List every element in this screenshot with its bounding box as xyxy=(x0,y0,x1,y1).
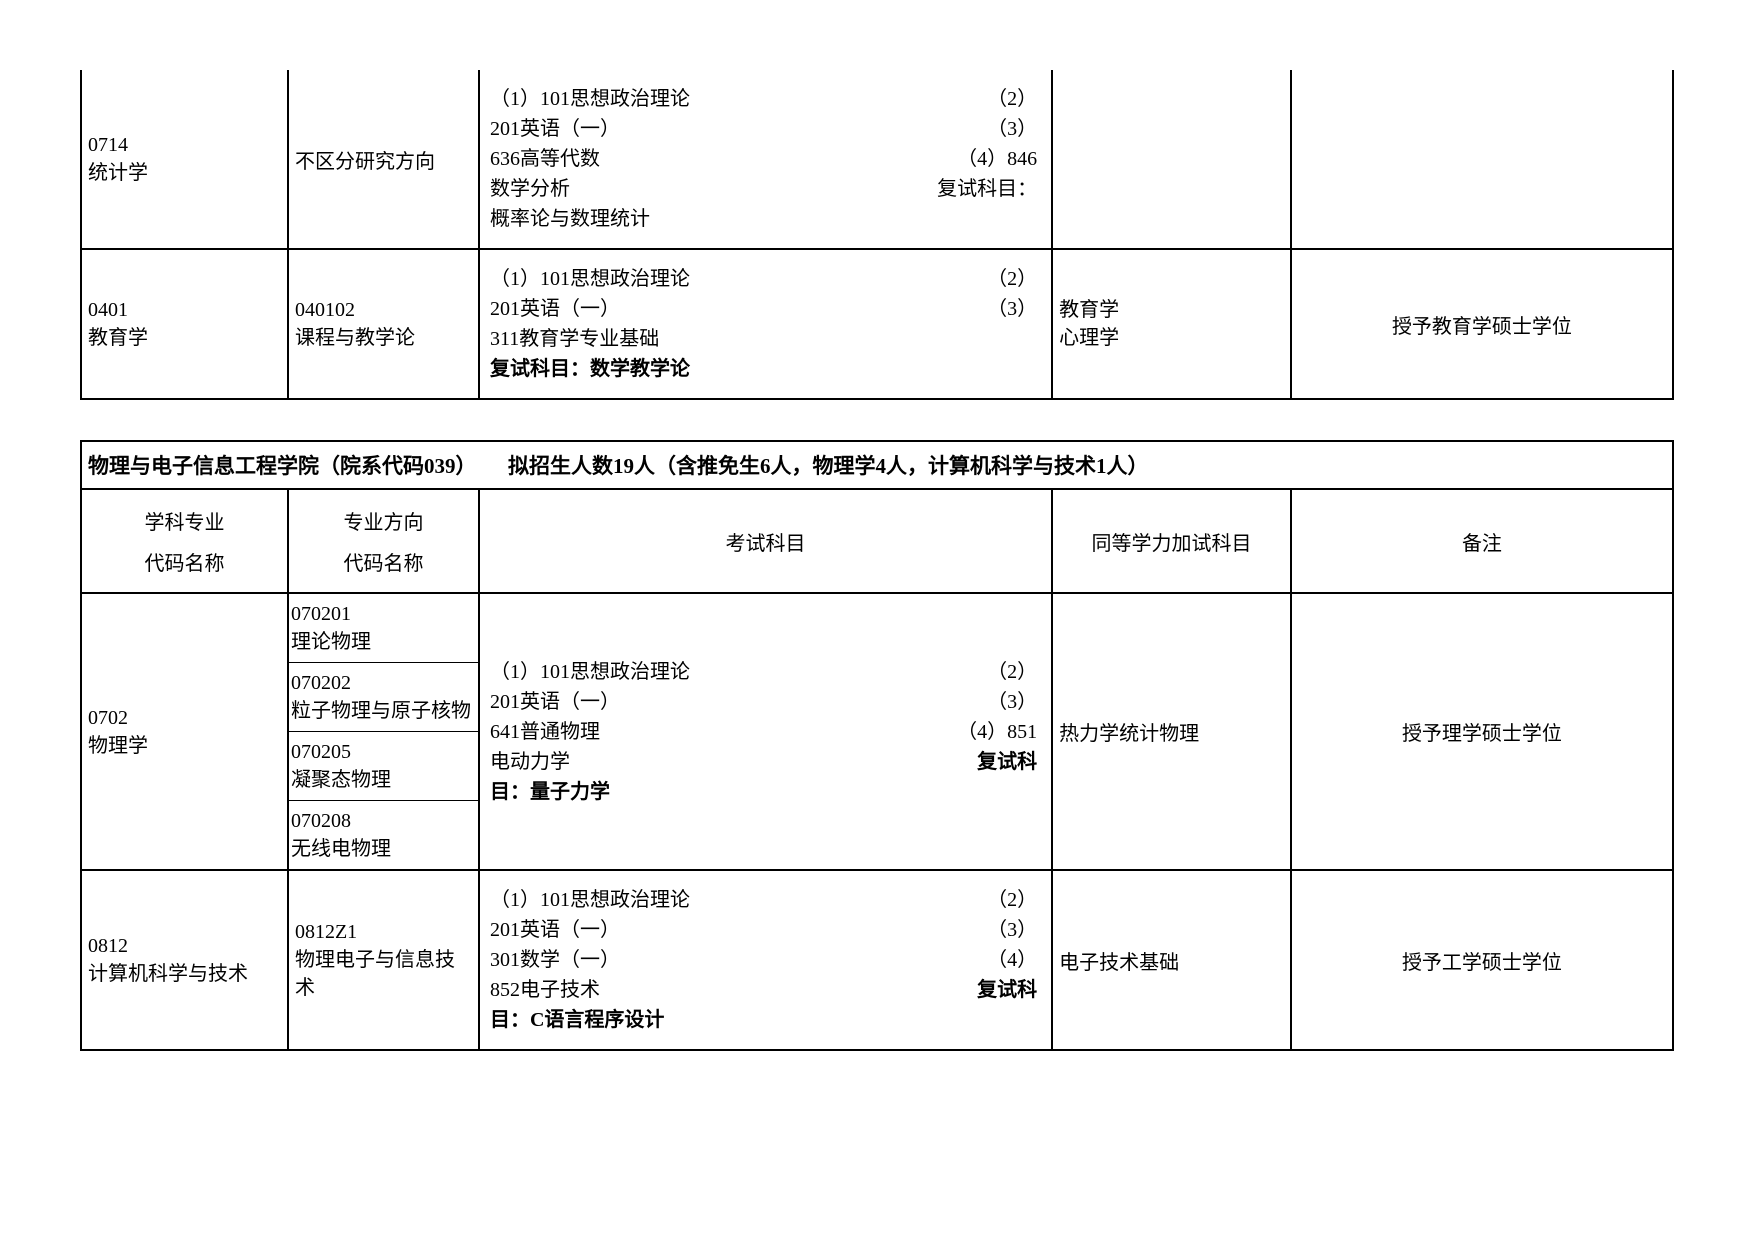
col-header-direction-bottom: 代码名称 xyxy=(295,541,472,582)
col-header-subject-bottom: 代码名称 xyxy=(88,541,281,582)
direction-item: 070208 无线电物理 xyxy=(289,801,478,869)
col-header-direction: 专业方向 代码名称 xyxy=(288,489,479,593)
equivalent-subjects: 电子技术基础 xyxy=(1052,870,1291,1050)
school-header: 物理与电子信息工程学院（院系代码039） 拟招生人数19人（含推免生6人，物理学… xyxy=(81,441,1673,489)
direction-item: 070202 粒子物理与原子核物 xyxy=(289,663,478,732)
col-header-exam: 考试科目 xyxy=(479,489,1052,593)
exam-right: （2）（3）（4）851复试科 xyxy=(957,657,1041,777)
school-header-row: 物理与电子信息工程学院（院系代码039） 拟招生人数19人（含推免生6人，物理学… xyxy=(81,441,1673,489)
direction-item: 070201 理论物理 xyxy=(289,594,478,663)
exam-subjects: （1）101思想政治理论201英语（一）301数学（一）852电子技术目：C语言… xyxy=(479,870,1052,1050)
exam-left: （1）101思想政治理论201英语（一）311教育学专业基础复试科目：数学教学论 xyxy=(490,264,690,384)
column-header-row: 学科专业 代码名称 专业方向 代码名称 考试科目 同等学力加试科目 备注 xyxy=(81,489,1673,593)
exam-left: （1）101思想政治理论201英语（一）641普通物理电动力学目：量子力学 xyxy=(490,657,690,807)
remark: 授予理学硕士学位 xyxy=(1291,593,1673,870)
col-header-equiv: 同等学力加试科目 xyxy=(1052,489,1291,593)
exam-left: （1）101思想政治理论 201英语（一） 636高等代数 数学分析 概率论与数… xyxy=(490,84,690,234)
direction: 不区分研究方向 xyxy=(288,70,479,249)
subject-code: 0812 计算机科学与技术 xyxy=(81,870,288,1050)
table-row: 0812 计算机科学与技术 0812Z1 物理电子与信息技术 （1）101思想政… xyxy=(81,870,1673,1050)
direction: 0812Z1 物理电子与信息技术 xyxy=(288,870,479,1050)
remark xyxy=(1291,70,1673,249)
direction: 040102 课程与教学论 xyxy=(288,249,479,399)
exam-subjects: （1）101思想政治理论201英语（一）641普通物理电动力学目：量子力学 （2… xyxy=(479,593,1052,870)
subject-code: 0702 物理学 xyxy=(81,593,288,870)
equivalent-subjects xyxy=(1052,70,1291,249)
remark: 授予工学硕士学位 xyxy=(1291,870,1673,1050)
exam-right: （2） （3） （4）846 复试科目： xyxy=(937,84,1041,204)
direction-item: 070205 凝聚态物理 xyxy=(289,732,478,801)
col-header-remark: 备注 xyxy=(1291,489,1673,593)
direction-list: 070201 理论物理 070202 粒子物理与原子核物 070205 凝聚态物… xyxy=(288,593,479,870)
col-header-direction-top: 专业方向 xyxy=(295,500,472,541)
table-top: 0714 统计学 不区分研究方向 （1）101思想政治理论 201英语（一） 6… xyxy=(80,70,1674,400)
remark: 授予教育学硕士学位 xyxy=(1291,249,1673,399)
table-physics-school: 物理与电子信息工程学院（院系代码039） 拟招生人数19人（含推免生6人，物理学… xyxy=(80,440,1674,1051)
table-row: 0714 统计学 不区分研究方向 （1）101思想政治理论 201英语（一） 6… xyxy=(81,70,1673,249)
exam-right: （2）（3）（4）复试科 xyxy=(977,885,1041,1005)
subject-code: 0401 教育学 xyxy=(81,249,288,399)
equivalent-subjects: 热力学统计物理 xyxy=(1052,593,1291,870)
subject-code: 0714 统计学 xyxy=(81,70,288,249)
exam-subjects: （1）101思想政治理论 201英语（一） 636高等代数 数学分析 概率论与数… xyxy=(479,70,1052,249)
table-row: 0702 物理学 070201 理论物理 070202 粒子物理与原子核物 07… xyxy=(81,593,1673,870)
col-header-subject-top: 学科专业 xyxy=(88,500,281,541)
exam-subjects: （1）101思想政治理论201英语（一）311教育学专业基础复试科目：数学教学论… xyxy=(479,249,1052,399)
exam-right: （2） （3） xyxy=(987,264,1041,324)
table-row: 0401 教育学 040102 课程与教学论 （1）101思想政治理论201英语… xyxy=(81,249,1673,399)
col-header-subject: 学科专业 代码名称 xyxy=(81,489,288,593)
exam-left: （1）101思想政治理论201英语（一）301数学（一）852电子技术目：C语言… xyxy=(490,885,690,1035)
equivalent-subjects: 教育学 心理学 xyxy=(1052,249,1291,399)
